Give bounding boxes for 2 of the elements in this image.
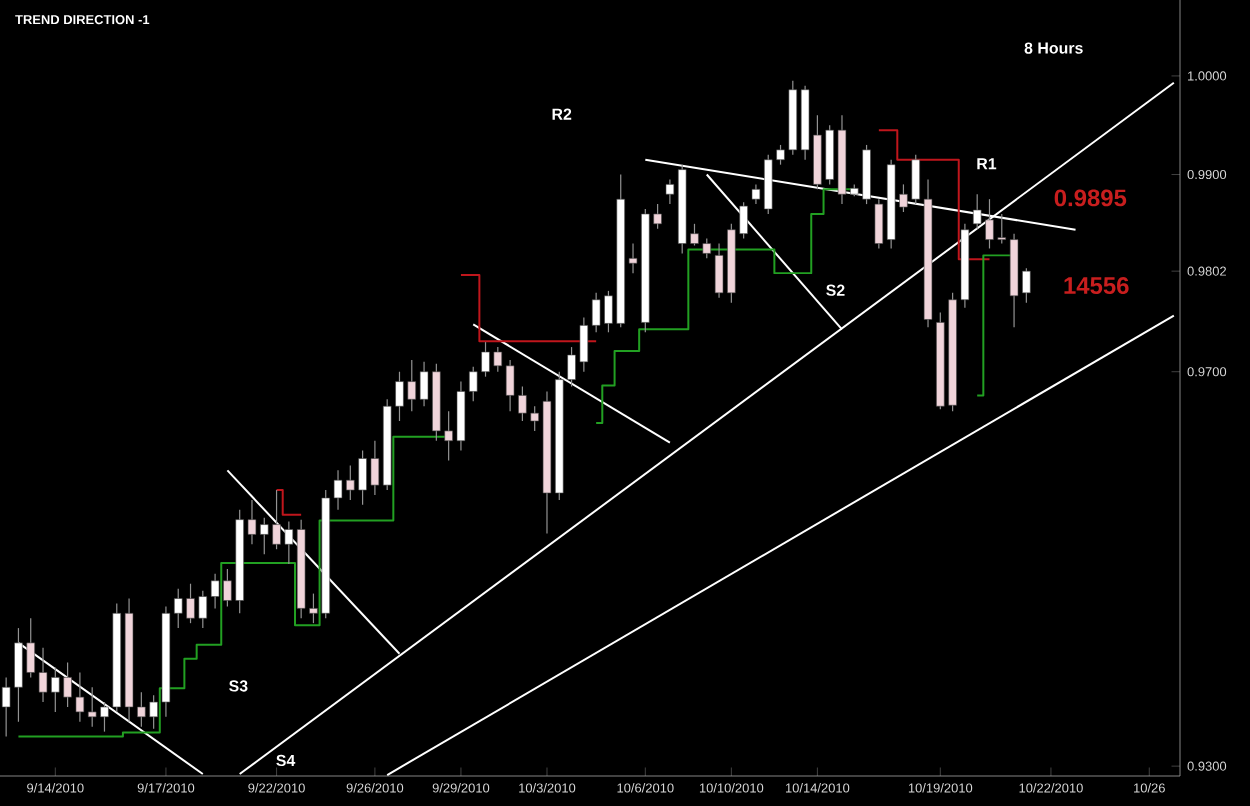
annotation: 0.9895 bbox=[1054, 189, 1127, 207]
annotation: 14556 bbox=[1064, 277, 1129, 295]
